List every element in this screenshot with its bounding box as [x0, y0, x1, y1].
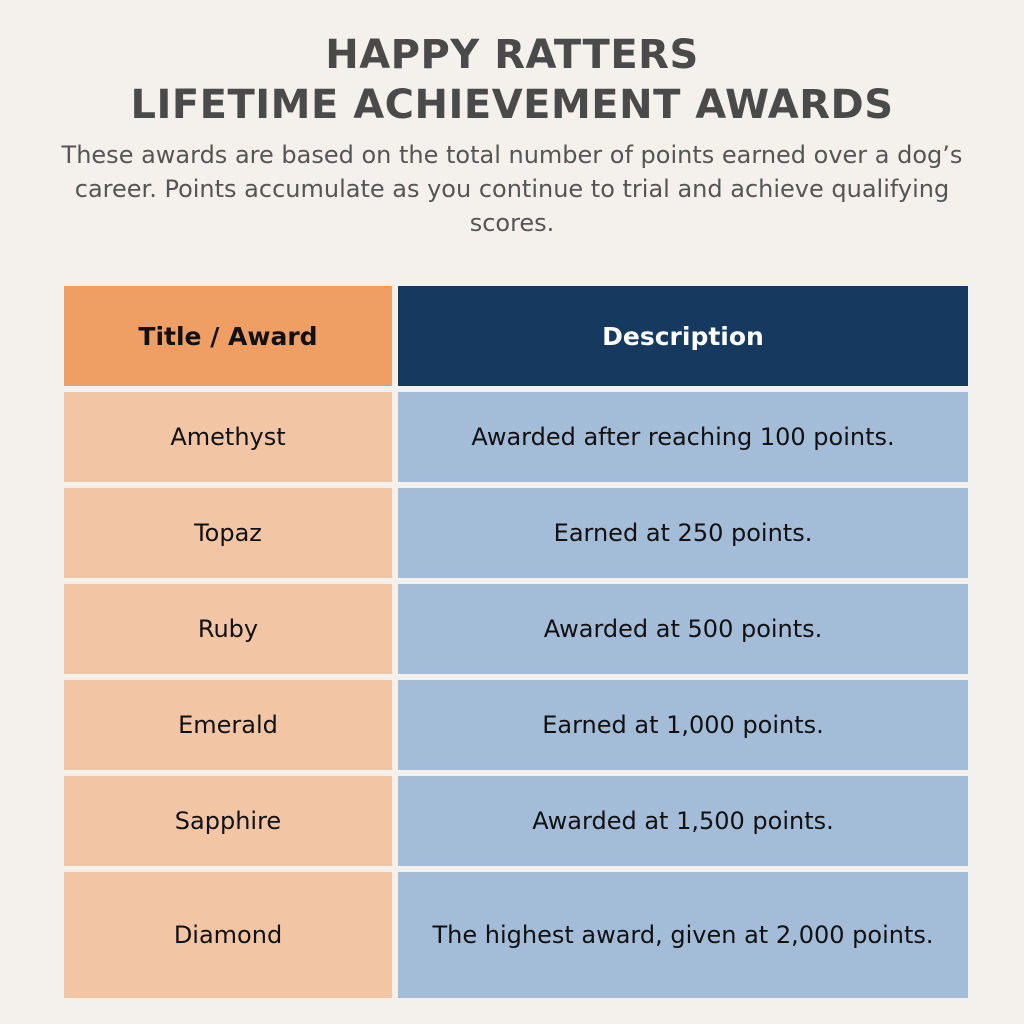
page-title-line-2: LIFETIME ACHIEVEMENT AWARDS	[130, 82, 894, 128]
page-header: HAPPY RATTERS LIFETIME ACHIEVEMENT AWARD…	[0, 30, 1024, 240]
table-row: Diamond The highest award, given at 2,00…	[64, 872, 968, 998]
awards-table: Title / Award Description Amethyst Award…	[58, 280, 974, 1004]
table-row: Emerald Earned at 1,000 points.	[64, 680, 968, 770]
award-description-cell: Earned at 250 points.	[398, 488, 968, 578]
table-row: Sapphire Awarded at 1,500 points.	[64, 776, 968, 866]
award-description-cell: Awarded at 1,500 points.	[398, 776, 968, 866]
award-description-cell: Earned at 1,000 points.	[398, 680, 968, 770]
award-title-cell: Amethyst	[64, 392, 392, 482]
award-title-cell: Ruby	[64, 584, 392, 674]
award-title-cell: Emerald	[64, 680, 392, 770]
award-description-cell: Awarded at 500 points.	[398, 584, 968, 674]
page-subtitle: These awards are based on the total numb…	[61, 141, 963, 237]
table-row: Topaz Earned at 250 points.	[64, 488, 968, 578]
award-description-cell: Awarded after reaching 100 points.	[398, 392, 968, 482]
page-title-line-1: HAPPY RATTERS	[325, 32, 699, 78]
table-row: Amethyst Awarded after reaching 100 poin…	[64, 392, 968, 482]
column-header-description: Description	[398, 286, 968, 386]
award-description-cell: The highest award, given at 2,000 points…	[398, 872, 968, 998]
column-header-title-award: Title / Award	[64, 286, 392, 386]
award-title-cell: Sapphire	[64, 776, 392, 866]
award-title-cell: Diamond	[64, 872, 392, 998]
award-title-cell: Topaz	[64, 488, 392, 578]
table-header-row: Title / Award Description	[64, 286, 968, 386]
table-row: Ruby Awarded at 500 points.	[64, 584, 968, 674]
